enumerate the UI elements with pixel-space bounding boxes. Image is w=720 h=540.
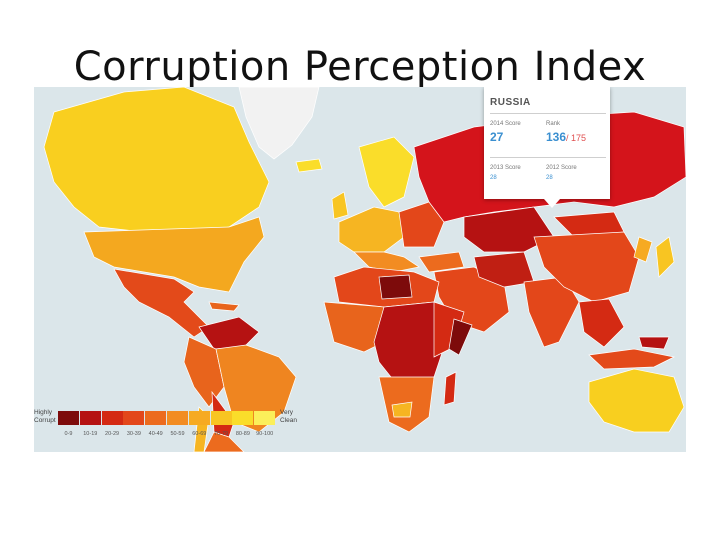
- tooltip-divider: [490, 113, 606, 114]
- legend-swatch: [79, 411, 101, 425]
- region-iran-afghanistan: [473, 251, 535, 288]
- region-australia: [588, 368, 685, 433]
- tooltip-score-2014: 27: [490, 130, 504, 144]
- region-papua: [638, 336, 670, 350]
- legend-high-label: Very Clean: [280, 409, 297, 424]
- tooltip-divider-2: [490, 157, 606, 158]
- region-korea-japan: [633, 236, 653, 263]
- region-somalia: [448, 318, 473, 356]
- legend-swatch: [145, 411, 167, 425]
- legend-range-label: 0-9: [64, 431, 73, 437]
- region-greenland: [238, 87, 320, 160]
- region-uk: [331, 191, 349, 220]
- legend-range-label: 40-49: [148, 431, 163, 437]
- region-china: [533, 231, 640, 303]
- tooltip-score-2014-label: 2014 Score: [490, 121, 521, 127]
- tooltip-score-2013-label: 2013 Score: [490, 165, 521, 171]
- region-eastern-europe: [398, 201, 445, 248]
- legend-swatch: [101, 411, 123, 425]
- region-caribbean: [208, 301, 240, 312]
- legend-low-label: Highly Corrupt: [34, 409, 56, 424]
- legend-range-label: 10-19: [83, 431, 98, 437]
- legend-range-label: 90-100: [256, 431, 274, 437]
- region-canada: [43, 87, 270, 233]
- region-argentina: [203, 431, 245, 452]
- legend-range-label: 20-29: [105, 431, 120, 437]
- legend-range-label: 70-79: [214, 431, 229, 437]
- region-western-europe: [338, 206, 405, 253]
- region-southern-europe: [353, 251, 420, 273]
- world-map[interactable]: RUSSIA 2014 Score Rank 27 136/ 175 2013 …: [34, 87, 686, 452]
- map-legend: Highly Corrupt 0-9 10-19 20-29 30-39 40-49 50…: [34, 405, 304, 445]
- region-scandinavia: [358, 136, 415, 208]
- legend-swatch: [123, 411, 145, 425]
- region-mexico: [113, 268, 210, 338]
- region-iceland: [295, 158, 323, 173]
- region-southeast-asia: [578, 298, 625, 348]
- legend-swatch: [188, 411, 210, 425]
- legend-swatch: [167, 411, 188, 425]
- legend-swatch: [254, 411, 276, 425]
- tooltip-score-2013: 28: [490, 175, 497, 181]
- region-libya: [378, 274, 413, 300]
- region-indonesia: [588, 348, 676, 370]
- slide-title: Corruption Perception Index: [73, 44, 647, 90]
- legend-range-label: 50-59: [170, 431, 185, 437]
- region-japan: [655, 236, 675, 278]
- region-turkey: [418, 251, 465, 273]
- legend-range-label: 60-69: [192, 431, 207, 437]
- region-brazil: [215, 344, 297, 433]
- region-madagascar: [443, 371, 457, 406]
- region-venezuela: [198, 316, 260, 350]
- country-tooltip: RUSSIA 2014 Score Rank 27 136/ 175 2013 …: [484, 87, 610, 199]
- tooltip-rank-value: 136: [546, 130, 567, 144]
- legend-range-label: 80-89: [235, 431, 250, 437]
- tooltip-pointer: [544, 199, 560, 208]
- legend-range-label: 30-39: [126, 431, 141, 437]
- region-usa: [83, 216, 265, 293]
- legend-swatch: [210, 411, 232, 425]
- tooltip-score-2012: 28: [546, 175, 553, 181]
- tooltip-rank-label: Rank: [546, 121, 561, 127]
- tooltip-rank-total: / 175: [566, 133, 587, 143]
- tooltip-country-name: RUSSIA: [490, 97, 531, 108]
- legend-swatch: [58, 411, 79, 425]
- tooltip-rank: 136/ 175: [546, 130, 586, 144]
- region-botswana: [391, 401, 413, 418]
- world-map-shapes: [43, 87, 686, 452]
- tooltip-score-2012-label: 2012 Score: [546, 165, 577, 171]
- legend-swatch: [232, 411, 254, 425]
